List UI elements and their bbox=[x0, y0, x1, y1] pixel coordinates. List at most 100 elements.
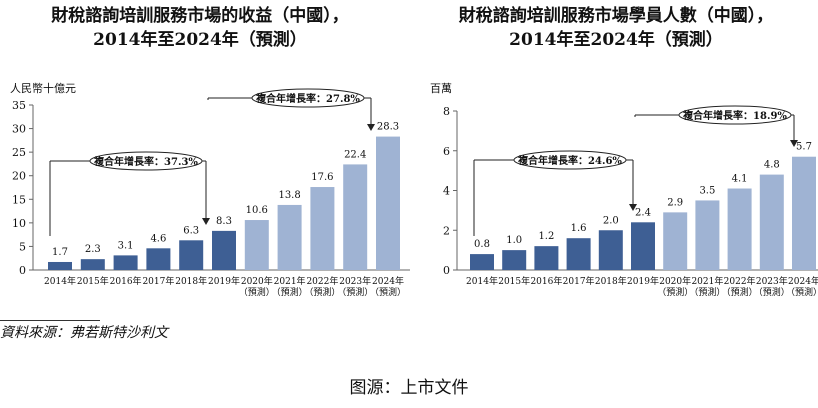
y-axis-unit-label: 百萬 bbox=[430, 82, 452, 95]
bar-2024 bbox=[792, 156, 816, 270]
x-tick-label: 2017年 bbox=[563, 275, 595, 287]
revenue-bar-chart: 人民幣十億元 0 5 10 15 20 25 30 35 1.7 2014年 2.3 2015年 3.1 2… bbox=[10, 81, 410, 298]
bar-value-label: 2.3 bbox=[85, 244, 101, 255]
x-tick-label: 2017年 bbox=[142, 275, 174, 287]
bar-2023 bbox=[759, 174, 784, 270]
x-tick-label: 2015年 bbox=[77, 275, 109, 287]
bar-value-label: 1.7 bbox=[52, 247, 68, 258]
source-divider bbox=[0, 320, 100, 321]
x-tick-label: 2021年 bbox=[274, 275, 306, 287]
trainee-chart-subtitle: 2014年至2024年（預測） bbox=[509, 30, 723, 50]
bar-2021 bbox=[277, 204, 302, 270]
bar-value-label: 2.9 bbox=[667, 197, 683, 208]
x-tick-label: 2021年 bbox=[691, 275, 723, 287]
cagr-2-arrow-head bbox=[790, 140, 798, 147]
trainee-bar-chart: 百萬024680.82014年1.02015年1.22016年1.62017年2… bbox=[430, 82, 818, 298]
bar-value-label: 1.6 bbox=[571, 223, 587, 234]
bar-2020 bbox=[244, 220, 269, 270]
y-tick-label: 4 bbox=[443, 185, 450, 198]
bar-value-label: 17.6 bbox=[311, 172, 333, 183]
x-tick-label: 2018年 bbox=[175, 275, 207, 287]
bar-value-label: 13.8 bbox=[278, 190, 300, 201]
x-tick-label: 2015年 bbox=[498, 275, 530, 287]
x-tick-label: 2023年 bbox=[756, 275, 788, 287]
bar-2018 bbox=[179, 240, 204, 270]
y-tick-label: 20 bbox=[12, 170, 26, 183]
bar-2015 bbox=[502, 250, 527, 270]
y-tick-label: 0 bbox=[443, 264, 450, 277]
x-tick-forecast-label: （預測） bbox=[657, 286, 693, 298]
x-tick-forecast-label: （預測） bbox=[337, 286, 373, 298]
bar-2017 bbox=[146, 248, 171, 270]
cagr-1-oval bbox=[513, 150, 627, 170]
cagr-2-oval bbox=[251, 88, 365, 108]
cagr-1-arrow-head bbox=[629, 204, 637, 211]
bar-value-label: 8.3 bbox=[216, 216, 232, 227]
x-tick-forecast-label: （預測） bbox=[722, 286, 758, 298]
x-tick-label: 2024年 bbox=[788, 275, 818, 287]
y-axis-unit-label: 人民幣十億元 bbox=[10, 81, 76, 95]
bar-2017 bbox=[566, 238, 591, 270]
bar-value-label: 2.0 bbox=[603, 215, 619, 226]
cagr-1-label: 複合年增長率：24.6% bbox=[517, 154, 622, 167]
cagr-2-label: 複合年增長率：27.8% bbox=[255, 92, 360, 105]
cagr-1-label: 複合年增長率：37.3% bbox=[93, 155, 198, 168]
cagr-1-oval bbox=[89, 151, 203, 171]
x-tick-forecast-label: （預測） bbox=[304, 286, 340, 298]
y-tick-label: 0 bbox=[19, 264, 26, 277]
revenue-chart-subtitle: 2014年至2024年（預測） bbox=[93, 30, 307, 50]
x-tick-label: 2022年 bbox=[306, 275, 338, 287]
x-tick-label: 2014年 bbox=[44, 275, 76, 287]
x-tick-label: 2020年 bbox=[659, 275, 691, 287]
bar-value-label: 5.7 bbox=[796, 142, 812, 153]
x-tick-label: 2016年 bbox=[530, 275, 562, 287]
bar-2014 bbox=[470, 254, 494, 270]
y-tick-label: 35 bbox=[12, 99, 26, 112]
bar-2016 bbox=[534, 246, 559, 270]
bar-value-label: 0.8 bbox=[474, 239, 490, 250]
y-tick-label: 10 bbox=[12, 217, 26, 230]
bar-value-label: 6.3 bbox=[183, 225, 199, 236]
bar-value-label: 1.0 bbox=[506, 235, 522, 246]
bar-value-label: 1.2 bbox=[538, 231, 554, 242]
y-tick-label: 6 bbox=[443, 145, 450, 158]
bar-2023 bbox=[343, 164, 368, 270]
x-tick-label: 2023年 bbox=[339, 275, 371, 287]
bar-value-label: 2.4 bbox=[635, 207, 651, 218]
x-tick-forecast-label: （預測） bbox=[689, 286, 725, 298]
trainee-chart-title: 財稅諮詢培訓服務市場學員人數（中國）， bbox=[458, 6, 774, 26]
y-tick-label: 8 bbox=[443, 105, 450, 118]
x-tick-label: 2016年 bbox=[110, 275, 142, 287]
y-tick-label: 15 bbox=[12, 193, 26, 206]
bar-value-label: 28.3 bbox=[377, 122, 399, 133]
x-tick-label: 2019年 bbox=[208, 275, 240, 287]
x-tick-label: 2018年 bbox=[595, 275, 627, 287]
cagr-2-arrow-head bbox=[367, 124, 375, 131]
x-tick-forecast-label: （預測） bbox=[370, 286, 406, 298]
bar-2024 bbox=[376, 136, 400, 270]
x-tick-forecast-label: （預測） bbox=[239, 286, 275, 298]
bar-2014 bbox=[48, 261, 72, 270]
bar-2016 bbox=[113, 255, 138, 270]
bar-value-label: 4.8 bbox=[764, 160, 780, 171]
bar-value-label: 3.1 bbox=[118, 240, 134, 251]
cagr-2-label: 複合年增長率：18.9% bbox=[682, 109, 787, 122]
x-tick-forecast-label: （預測） bbox=[754, 286, 790, 298]
bar-2022 bbox=[727, 188, 752, 270]
bar-2019 bbox=[212, 230, 236, 270]
bar-2020 bbox=[663, 212, 688, 270]
x-tick-label: 2014年 bbox=[466, 275, 498, 287]
x-tick-label: 2019年 bbox=[627, 275, 659, 287]
bar-2015 bbox=[80, 259, 105, 270]
y-tick-label: 25 bbox=[12, 146, 26, 159]
bar-2021 bbox=[695, 200, 720, 270]
figure-caption: 图源：上市文件 bbox=[349, 378, 469, 398]
source-note: 資料來源：弗若斯特沙利文 bbox=[0, 325, 168, 341]
revenue-chart-panel: 財稅諮詢培訓服務市場的收益（中國）， 2014年至2024年（預測） 人民幣十億… bbox=[0, 0, 410, 312]
y-tick-label: 5 bbox=[19, 240, 26, 253]
y-tick-label: 30 bbox=[12, 123, 26, 136]
cagr-1-arrow-head bbox=[202, 218, 210, 225]
bar-value-label: 3.5 bbox=[699, 185, 715, 196]
revenue-chart-title: 財稅諮詢培訓服務市場的收益（中國）， bbox=[51, 6, 349, 26]
bar-value-label: 4.6 bbox=[150, 233, 166, 244]
